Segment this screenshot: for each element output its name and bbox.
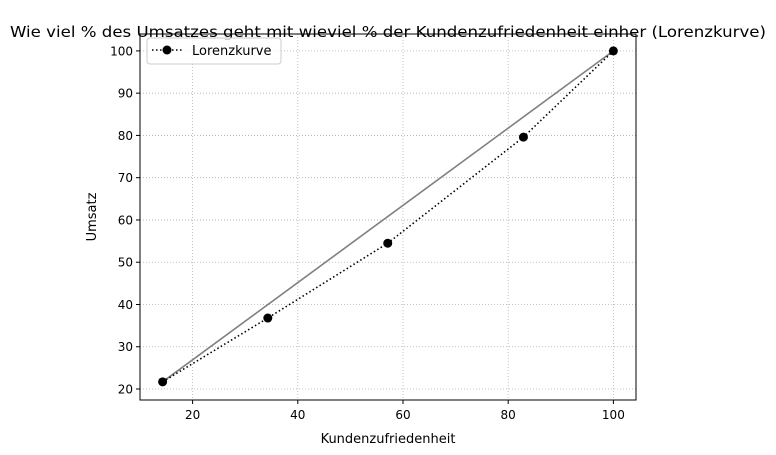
y-tick-label: 20 <box>118 383 133 397</box>
series-layer <box>158 46 618 387</box>
x-tick-label: 80 <box>501 408 516 422</box>
lorenz-point <box>263 313 273 323</box>
y-tick-label: 100 <box>110 44 133 58</box>
x-tick-label: 40 <box>290 408 305 422</box>
legend: Lorenzkurve <box>146 37 282 65</box>
lorenz-point <box>518 132 528 142</box>
chart-title: Wie viel % des Umsatzes geht mit wieviel… <box>10 23 766 41</box>
y-tick-label: 30 <box>118 340 133 354</box>
legend-box <box>146 37 282 65</box>
lorenz-point <box>158 377 168 387</box>
y-tick-label: 90 <box>118 87 133 101</box>
lorenz-point <box>608 46 618 56</box>
y-tick-label: 50 <box>118 256 133 270</box>
x-tick-label: 20 <box>185 408 200 422</box>
reference-line-layer <box>162 50 614 383</box>
x-tick-label: 60 <box>395 408 410 422</box>
x-tick-label: 100 <box>602 408 625 422</box>
plot-frame <box>139 33 637 401</box>
equality-line <box>162 50 614 383</box>
y-tick-label: 40 <box>118 298 133 312</box>
legend-label: Lorenzkurve <box>192 44 272 59</box>
y-axis-label: Umsatz <box>85 192 100 241</box>
lorenz-point <box>383 238 393 248</box>
y-axis-ticks: 20 30 40 50 60 70 80 90 100 <box>110 44 140 397</box>
y-tick-label: 70 <box>118 171 133 185</box>
y-tick-label: 60 <box>118 213 133 227</box>
grid <box>140 34 636 400</box>
y-tick-label: 80 <box>118 129 133 143</box>
x-axis-label: Kundenzufriedenheit <box>321 432 456 447</box>
x-axis-ticks: 20 40 60 80 100 <box>185 400 625 422</box>
legend-marker-swatch <box>162 45 172 55</box>
